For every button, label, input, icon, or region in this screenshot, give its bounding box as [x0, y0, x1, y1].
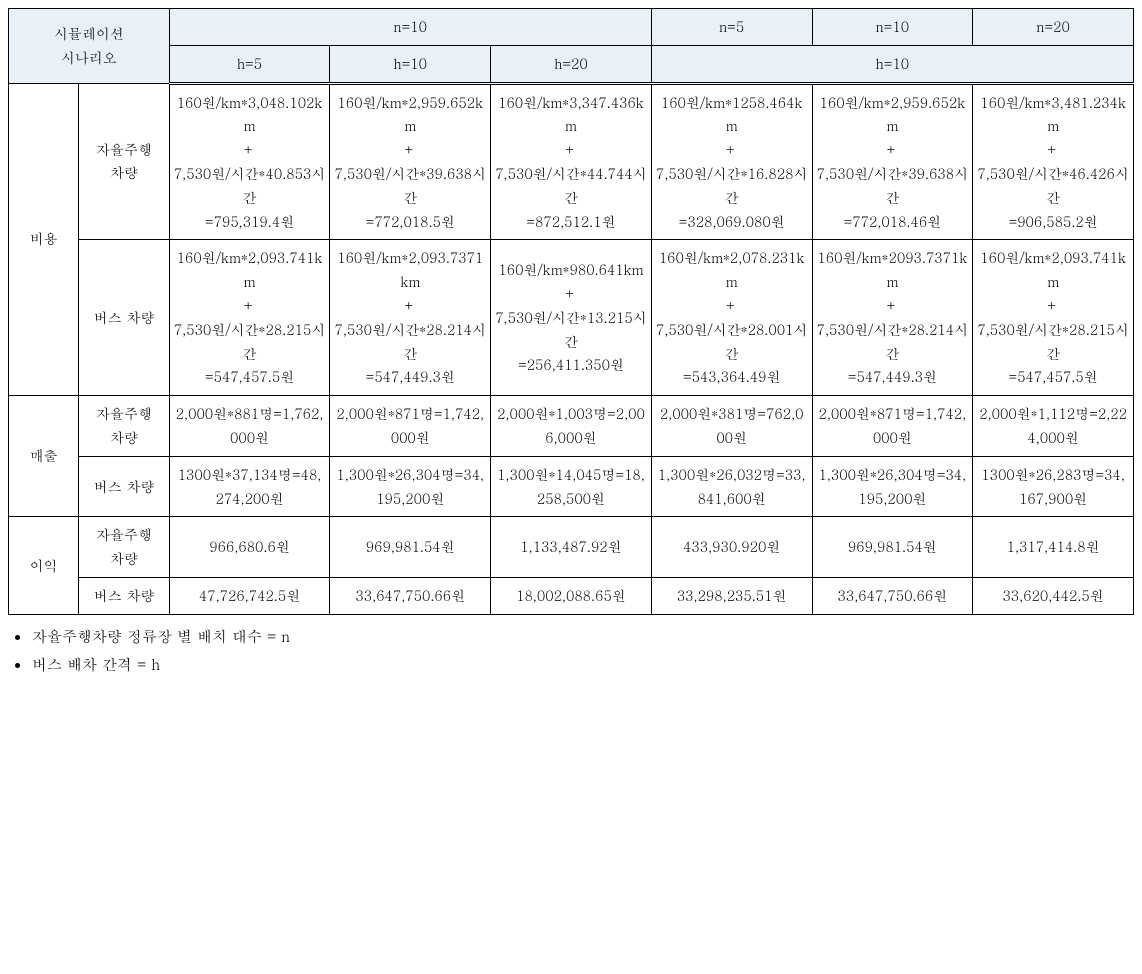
header-h10-a: h=10: [330, 45, 491, 83]
cell-profit-bus-5: 33,647,750.66원: [812, 577, 973, 614]
cell-cost-auto-4: 160원/km*1258.464km+7,530원/시간*16.828시간=32…: [651, 83, 812, 240]
header-line-1: 시뮬레이션: [54, 23, 124, 43]
cell-revenue-auto-3: 2,000원*1,003명=2,006,000원: [491, 396, 652, 457]
cell-profit-bus-1: 47,726,742.5원: [169, 577, 330, 614]
rowlabel-revenue-auto: 자율주행차량: [79, 396, 169, 457]
cell-revenue-auto-4: 2,000원*381명=762,000원: [651, 396, 812, 457]
row-profit-bus: 버스 차량 47,726,742.5원 33,647,750.66원 18,00…: [9, 577, 1134, 614]
cell-cost-auto-5: 160원/km*2,959.652km+7,530원/시간*39.638시간=7…: [812, 83, 973, 240]
header-n20: n=20: [973, 9, 1134, 46]
cell-profit-auto-2: 969,981.54원: [330, 517, 491, 578]
cell-revenue-bus-4: 1,300원*26,032명=33,841,600원: [651, 456, 812, 517]
rowlabel-revenue: 매출: [9, 396, 79, 517]
footnotes-list: 자율주행차량 정류장 별 배치 대수 = n 버스 배차 간격 = h: [8, 625, 1134, 677]
footnote-2: 버스 배차 간격 = h: [32, 653, 1134, 677]
rowlabel-revenue-bus: 버스 차량: [79, 456, 169, 517]
rowlabel-profit-bus: 버스 차량: [79, 577, 169, 614]
header-h10-b: h=10: [651, 45, 1133, 83]
cell-profit-auto-6: 1,317,414.8원: [973, 517, 1134, 578]
footnote-1: 자율주행차량 정류장 별 배치 대수 = n: [32, 625, 1134, 649]
cell-cost-bus-6: 160원/km*2,093.741km+7,530원/시간*28.215시간=5…: [973, 240, 1134, 396]
cell-profit-bus-6: 33,620,442.5원: [973, 577, 1134, 614]
header-n5: n=5: [651, 9, 812, 46]
cell-cost-auto-3: 160원/km*3,347.436km+7,530원/시간*44.744시간=8…: [491, 83, 652, 240]
cell-revenue-bus-3: 1,300원*14,045명=18,258,500원: [491, 456, 652, 517]
cell-revenue-bus-2: 1,300원*26,304명=34,195,200원: [330, 456, 491, 517]
cell-revenue-bus-6: 1300원*26,283명=34,167,900원: [973, 456, 1134, 517]
rowlabel-cost: 비용: [9, 83, 79, 396]
cell-profit-bus-2: 33,647,750.66원: [330, 577, 491, 614]
row-revenue-bus: 버스 차량 1300원*37,134명=48,274,200원 1,300원*2…: [9, 456, 1134, 517]
row-cost-bus: 버스 차량 160원/km*2,093.741km+7,530원/시간*28.2…: [9, 240, 1134, 396]
cell-revenue-auto-5: 2,000원*871명=1,742,000원: [812, 396, 973, 457]
rowlabel-cost-auto: 자율주행차량: [79, 83, 169, 240]
rowlabel-profit-auto: 자율주행차량: [79, 517, 169, 578]
cell-cost-bus-4: 160원/km*2,078.231km+7,530원/시간*28.001시간=5…: [651, 240, 812, 396]
cell-profit-bus-4: 33,298,235.51원: [651, 577, 812, 614]
cell-profit-auto-5: 969,981.54원: [812, 517, 973, 578]
cell-cost-auto-1: 160원/km*3,048.102km+7,530원/시간*40.853시간=7…: [169, 83, 330, 240]
row-revenue-auto: 매출 자율주행차량 2,000원*881명=1,762,000원 2,000원*…: [9, 396, 1134, 457]
rowlabel-profit: 이익: [9, 517, 79, 614]
cell-revenue-auto-2: 2,000원*871명=1,742,000원: [330, 396, 491, 457]
header-line-2: 시나리오: [61, 47, 117, 67]
cell-revenue-bus-1: 1300원*37,134명=48,274,200원: [169, 456, 330, 517]
header-h20: h=20: [491, 45, 652, 83]
cell-revenue-bus-5: 1,300원*26,304명=34,195,200원: [812, 456, 973, 517]
cell-cost-bus-2: 160원/km*2,093.7371km+7,530원/시간*28.214시간=…: [330, 240, 491, 396]
header-n10-b: n=10: [812, 9, 973, 46]
cell-revenue-auto-6: 2,000원*1,112명=2,224,000원: [973, 396, 1134, 457]
header-simulation-scenario: 시뮬레이션 시나리오: [9, 9, 170, 84]
cell-profit-auto-3: 1,133,487.92원: [491, 517, 652, 578]
header-h5: h=5: [169, 45, 330, 83]
cell-profit-auto-4: 433,930.920원: [651, 517, 812, 578]
table-header-row-2: h=5 h=10 h=20 h=10: [9, 45, 1134, 83]
cell-profit-auto-1: 966,680.6원: [169, 517, 330, 578]
cell-cost-bus-5: 160원/km*2093.7371km+7,530원/시간*28.214시간=5…: [812, 240, 973, 396]
cell-cost-auto-6: 160원/km*3,481.234km+7,530원/시간*46.426시간=9…: [973, 83, 1134, 240]
cell-cost-auto-2: 160원/km*2,959.652km+7,530원/시간*39.638시간=7…: [330, 83, 491, 240]
row-cost-auto: 비용 자율주행차량 160원/km*3,048.102km+7,530원/시간*…: [9, 83, 1134, 240]
simulation-cost-table: 시뮬레이션 시나리오 n=10 n=5 n=10 n=20 h=5 h=10 h…: [8, 8, 1134, 615]
header-n10-a: n=10: [169, 9, 651, 46]
table-header-row-1: 시뮬레이션 시나리오 n=10 n=5 n=10 n=20: [9, 9, 1134, 46]
cell-revenue-auto-1: 2,000원*881명=1,762,000원: [169, 396, 330, 457]
row-profit-auto: 이익 자율주행차량 966,680.6원 969,981.54원 1,133,4…: [9, 517, 1134, 578]
rowlabel-cost-bus: 버스 차량: [79, 240, 169, 396]
cell-cost-bus-1: 160원/km*2,093.741km+7,530원/시간*28.215시간=5…: [169, 240, 330, 396]
cell-profit-bus-3: 18,002,088.65원: [491, 577, 652, 614]
cell-cost-bus-3: 160원/km*980.641km+7,530원/시간*13.215시간=256…: [491, 240, 652, 396]
